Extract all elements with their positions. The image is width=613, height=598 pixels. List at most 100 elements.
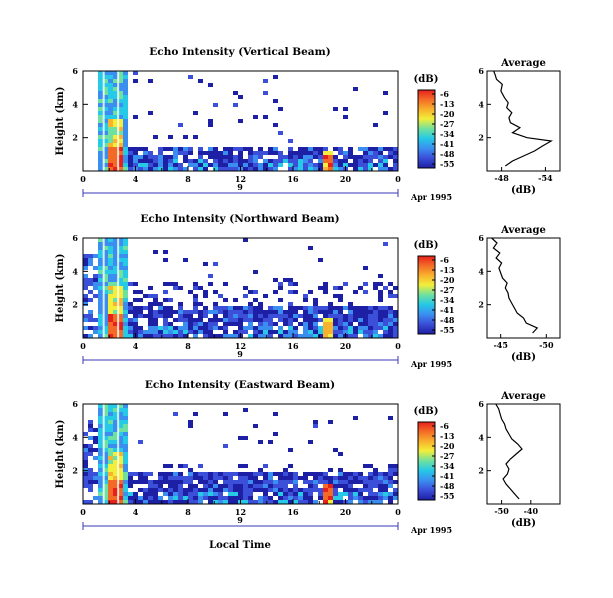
- heatmap-cell: [118, 99, 123, 103]
- heatmap-cell: [388, 492, 393, 496]
- heatmap-cell: [243, 159, 248, 163]
- heatmap-cell: [113, 444, 118, 448]
- heatmap-cell: [98, 278, 103, 282]
- heatmap-cell: [108, 302, 113, 306]
- heatmap-cell: [118, 318, 123, 322]
- heatmap-cell: [183, 480, 188, 484]
- heatmap-cell: [128, 151, 133, 155]
- heatmap-cell: [383, 242, 388, 246]
- heatmap-cell: [373, 484, 378, 488]
- heatmap-cell: [258, 480, 263, 484]
- heatmap-cell: [313, 476, 318, 480]
- profile-x-label: (dB): [511, 352, 536, 363]
- heatmap-cell: [118, 334, 123, 338]
- heatmap-cell: [378, 294, 383, 298]
- heatmap-cell: [108, 159, 113, 163]
- heatmap-cell: [163, 464, 168, 468]
- heatmap-cell: [308, 334, 313, 338]
- heatmap-cell: [143, 472, 148, 476]
- heatmap-cell: [83, 314, 88, 318]
- heatmap-cell: [318, 326, 323, 330]
- heatmap-cell: [103, 258, 108, 262]
- heatmap-cell: [108, 476, 113, 480]
- heatmap-cell: [98, 103, 103, 107]
- heatmap-cell: [163, 330, 168, 334]
- heatmap-cell: [113, 163, 118, 167]
- heatmap-cell: [293, 484, 298, 488]
- heatmap-cell: [353, 326, 358, 330]
- heatmap-cell: [143, 306, 148, 310]
- heatmap-cell: [83, 258, 88, 262]
- heatmap-cell: [393, 488, 398, 492]
- heatmap-cell: [328, 468, 333, 472]
- heatmap-cell: [128, 476, 133, 480]
- heatmap-cell: [328, 484, 333, 488]
- heatmap-cell: [373, 480, 378, 484]
- heatmap-cell: [338, 480, 343, 484]
- heatmap-cell: [348, 318, 353, 322]
- heatmap-cell: [103, 151, 108, 155]
- heatmap-cell: [98, 286, 103, 290]
- heatmap-cell: [118, 167, 123, 171]
- heatmap-cell: [343, 476, 348, 480]
- heatmap-cell: [93, 318, 98, 322]
- heatmap-cell: [363, 310, 368, 314]
- heatmap-cell: [208, 476, 213, 480]
- heatmap-cell: [123, 135, 128, 139]
- heatmap-cell: [213, 159, 218, 163]
- heatmap-cell: [243, 492, 248, 496]
- heatmap-cell: [108, 83, 113, 87]
- heatmap-cell: [268, 484, 273, 488]
- heatmap-cell: [138, 500, 143, 504]
- heatmap-cell: [98, 464, 103, 468]
- heatmap-cell: [108, 452, 113, 456]
- heatmap-cell: [313, 155, 318, 159]
- colorbar-tick-label: -6: [440, 89, 449, 99]
- heatmap-cell: [193, 488, 198, 492]
- heatmap-cell: [253, 298, 258, 302]
- heatmap-cell: [108, 480, 113, 484]
- colorbar-gradient: [417, 255, 436, 335]
- heatmap-cell: [83, 266, 88, 270]
- heatmap-cell: [338, 151, 343, 155]
- heatmap-cell: [128, 472, 133, 476]
- y-tick-label: 6: [72, 233, 78, 243]
- heatmap-cell: [128, 326, 133, 330]
- heatmap-cell: [388, 330, 393, 334]
- heatmap-cell: [323, 282, 328, 286]
- heatmap-cell: [113, 464, 118, 468]
- heatmap-cell: [108, 163, 113, 167]
- heatmap-cell: [273, 75, 278, 79]
- heatmap-cell: [163, 306, 168, 310]
- x-axis-ticks: 0 4 8 12 16 20 0: [80, 499, 401, 517]
- heatmap-cell: [383, 147, 388, 151]
- heatmap-cell: [383, 472, 388, 476]
- heatmap-cell: [113, 302, 118, 306]
- heatmap-cell: [93, 266, 98, 270]
- heatmap-cell: [233, 322, 238, 326]
- heatmap-cell: [258, 147, 263, 151]
- heatmap-cell: [338, 492, 343, 496]
- heatmap-cell: [128, 159, 133, 163]
- heatmap-cell: [288, 322, 293, 326]
- heatmap-cell: [238, 480, 243, 484]
- heatmap-cell: [373, 500, 378, 504]
- x-tick-label: 4: [133, 341, 139, 351]
- heatmap-cell: [348, 163, 353, 167]
- heatmap-cell: [113, 412, 118, 416]
- heatmap-cell: [113, 282, 118, 286]
- heatmap-cell: [338, 163, 343, 167]
- heatmap-cell: [128, 318, 133, 322]
- heatmap-cell: [173, 500, 178, 504]
- heatmap-cell: [318, 167, 323, 171]
- heatmap-cell: [103, 326, 108, 330]
- heatmap-cell: [323, 314, 328, 318]
- heatmap-cell: [338, 468, 343, 472]
- heatmap-cell: [213, 318, 218, 322]
- heatmap-cell: [123, 246, 128, 250]
- heatmap-cell: [93, 476, 98, 480]
- heatmap-cell: [153, 326, 158, 330]
- heatmap-cell: [128, 163, 133, 167]
- heatmap-cell: [193, 496, 198, 500]
